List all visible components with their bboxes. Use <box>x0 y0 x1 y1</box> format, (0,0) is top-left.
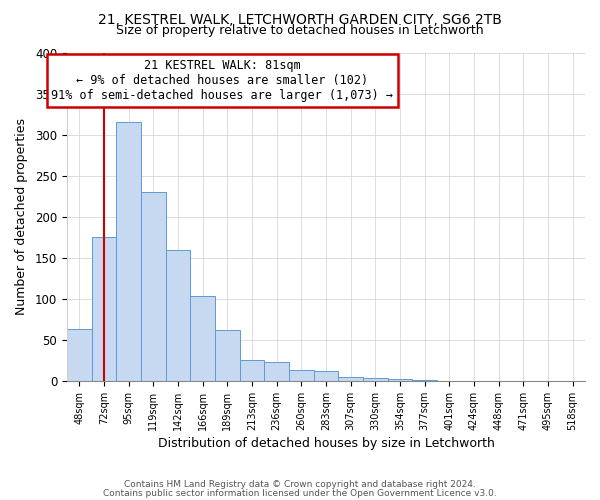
Text: 21 KESTREL WALK: 81sqm
← 9% of detached houses are smaller (102)
91% of semi-det: 21 KESTREL WALK: 81sqm ← 9% of detached … <box>52 59 394 102</box>
Bar <box>67 329 92 381</box>
Bar <box>264 362 289 381</box>
Bar <box>190 296 215 381</box>
Bar <box>388 380 412 381</box>
Bar <box>141 192 166 381</box>
Text: Contains public sector information licensed under the Open Government Licence v3: Contains public sector information licen… <box>103 488 497 498</box>
Bar <box>166 250 190 381</box>
Y-axis label: Number of detached properties: Number of detached properties <box>15 118 28 315</box>
Bar <box>412 380 437 381</box>
Text: 21, KESTREL WALK, LETCHWORTH GARDEN CITY, SG6 2TB: 21, KESTREL WALK, LETCHWORTH GARDEN CITY… <box>98 12 502 26</box>
Bar <box>116 122 141 381</box>
Bar <box>239 360 264 381</box>
Bar <box>314 371 338 381</box>
Text: Size of property relative to detached houses in Letchworth: Size of property relative to detached ho… <box>116 24 484 37</box>
X-axis label: Distribution of detached houses by size in Letchworth: Distribution of detached houses by size … <box>158 437 494 450</box>
Bar <box>92 238 116 381</box>
Bar <box>363 378 388 381</box>
Bar <box>338 377 363 381</box>
Bar <box>289 370 314 381</box>
Bar <box>215 330 239 381</box>
Text: Contains HM Land Registry data © Crown copyright and database right 2024.: Contains HM Land Registry data © Crown c… <box>124 480 476 489</box>
